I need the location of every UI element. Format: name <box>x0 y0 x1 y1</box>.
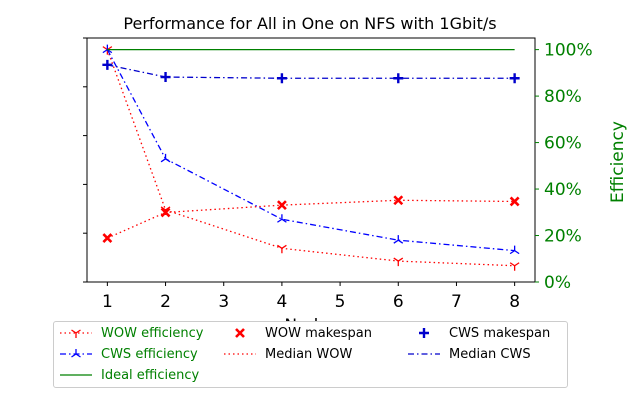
legend-label: Median WOW <box>265 346 353 362</box>
legend-swatch <box>60 374 92 376</box>
series-wow-makespan <box>102 195 520 243</box>
left-axis-ticks <box>83 37 87 283</box>
series-cws-efficiency <box>102 44 520 255</box>
legend-label: WOW efficiency <box>101 325 204 341</box>
x-tick-label: 8 <box>509 292 520 312</box>
axes-frame <box>86 37 536 283</box>
data-point <box>509 262 520 271</box>
x-axis-ticks: 1 2 3 4 5 6 7 8 <box>102 282 520 312</box>
series-median-cws <box>107 64 515 79</box>
x-tick-label: 3 <box>218 292 229 312</box>
right-tick-label: 40% <box>544 180 582 200</box>
legend-label: Median CWS <box>449 346 531 362</box>
series-layer <box>102 44 520 271</box>
series-line <box>106 49 515 252</box>
x-tick-label: 6 <box>393 292 404 312</box>
data-point <box>393 257 404 267</box>
legend-item: Median CWS <box>408 345 531 363</box>
x-tick-label: 5 <box>335 292 346 312</box>
series-line <box>107 199 515 239</box>
legend-item: CWS makespan <box>408 324 550 342</box>
legend-swatch <box>60 349 92 358</box>
legend-swatch <box>408 353 440 355</box>
data-point <box>277 214 287 223</box>
x-tick-label: 1 <box>102 292 113 312</box>
plot-area-frame <box>86 37 536 283</box>
legend-item: CWS efficiency <box>60 345 198 363</box>
right-tick-label: 0% <box>544 273 571 293</box>
legend-item: WOW makespan <box>224 324 372 342</box>
legend-label: Ideal efficiency <box>101 367 200 383</box>
right-tick-label: 80% <box>544 87 582 107</box>
data-point <box>393 195 404 206</box>
data-point <box>393 235 404 244</box>
right-tick-label: 60% <box>544 134 582 154</box>
data-point <box>277 244 287 254</box>
legend-item: WOW efficiency <box>60 324 203 342</box>
right-tick-label: 20% <box>544 227 582 247</box>
right-axis-ticks: 0% 20% 40% 60% 80% 100% <box>535 41 593 293</box>
y-axis-label-right: Efficiency <box>608 121 628 203</box>
legend-item: Median WOW <box>224 345 352 363</box>
series-median-wow <box>107 199 515 239</box>
legend-label: CWS makespan <box>449 325 551 341</box>
legend-swatch <box>235 328 245 338</box>
series-line <box>106 49 515 267</box>
data-point <box>160 153 171 163</box>
right-tick-label: 100% <box>544 41 593 61</box>
series-cws-makespan <box>102 59 520 84</box>
data-point <box>509 196 520 207</box>
chart-legend: WOW efficiency WOW makespan CWS makespan CW… <box>53 321 568 388</box>
legend-swatch <box>224 353 256 355</box>
x-tick-label: 4 <box>276 292 287 312</box>
legend-swatch <box>419 328 429 338</box>
x-tick-label: 7 <box>451 292 462 312</box>
chart-title: Performance for All in One on NFS with 1… <box>123 14 496 33</box>
legend-item: Ideal efficiency <box>60 366 199 384</box>
legend-label: WOW makespan <box>265 325 372 341</box>
legend-label: CWS efficiency <box>101 346 198 362</box>
x-tick-label: 2 <box>160 292 171 312</box>
series-line <box>107 64 515 79</box>
data-point <box>509 245 520 255</box>
legend-swatch <box>60 329 92 338</box>
